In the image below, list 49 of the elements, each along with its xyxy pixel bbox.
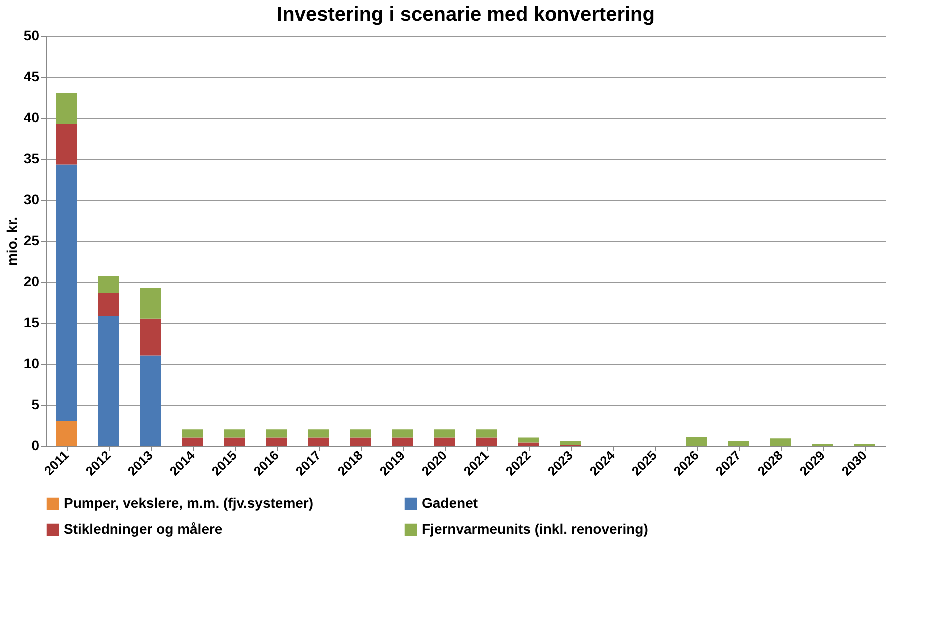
bar [392,430,414,438]
chart-title: Investering i scenarie med konvertering [277,4,655,26]
y-tick-label: 25 [24,232,40,248]
legend-label: Pumper, vekslere, m.m. (fjv.systemer) [64,495,314,511]
bar [224,438,246,446]
bar [308,430,330,438]
y-tick-label: 5 [32,396,40,412]
y-tick-label: 15 [24,314,40,330]
bar [56,421,78,446]
bar [518,442,540,446]
bar [182,438,204,446]
bar [98,276,120,294]
bar [98,316,120,446]
bar [770,438,792,446]
bar [560,441,582,446]
bar [476,438,498,446]
y-tick-label: 20 [24,274,40,290]
bar [392,438,414,446]
bar [476,430,498,438]
bar [434,438,456,446]
bar [350,430,372,438]
bar [434,430,456,438]
legend-label: Stikledninger og målere [64,521,223,537]
bar [56,124,78,165]
y-axis-title: mio. kr. [4,216,20,266]
bar [518,438,540,443]
bar [350,438,372,446]
bar [98,293,120,316]
bar [140,288,162,319]
bar [308,438,330,446]
bar [266,430,288,438]
bar [728,441,750,446]
bar [140,318,162,356]
bar [224,430,246,438]
bar [182,430,204,438]
legend-label: Fjernvarmeunits (inkl. renovering) [422,521,648,537]
legend-label: Gadenet [422,495,478,511]
y-tick-label: 0 [32,438,40,454]
bar [140,356,162,446]
bar [56,164,78,422]
y-tick-label: 35 [24,150,40,166]
y-tick-label: 30 [24,192,40,208]
bar [686,436,708,446]
y-tick-label: 50 [24,28,40,44]
bar [56,93,78,125]
y-tick-label: 40 [24,110,40,126]
y-tick-label: 45 [24,68,40,84]
bar [266,438,288,446]
y-tick-label: 10 [24,356,40,372]
